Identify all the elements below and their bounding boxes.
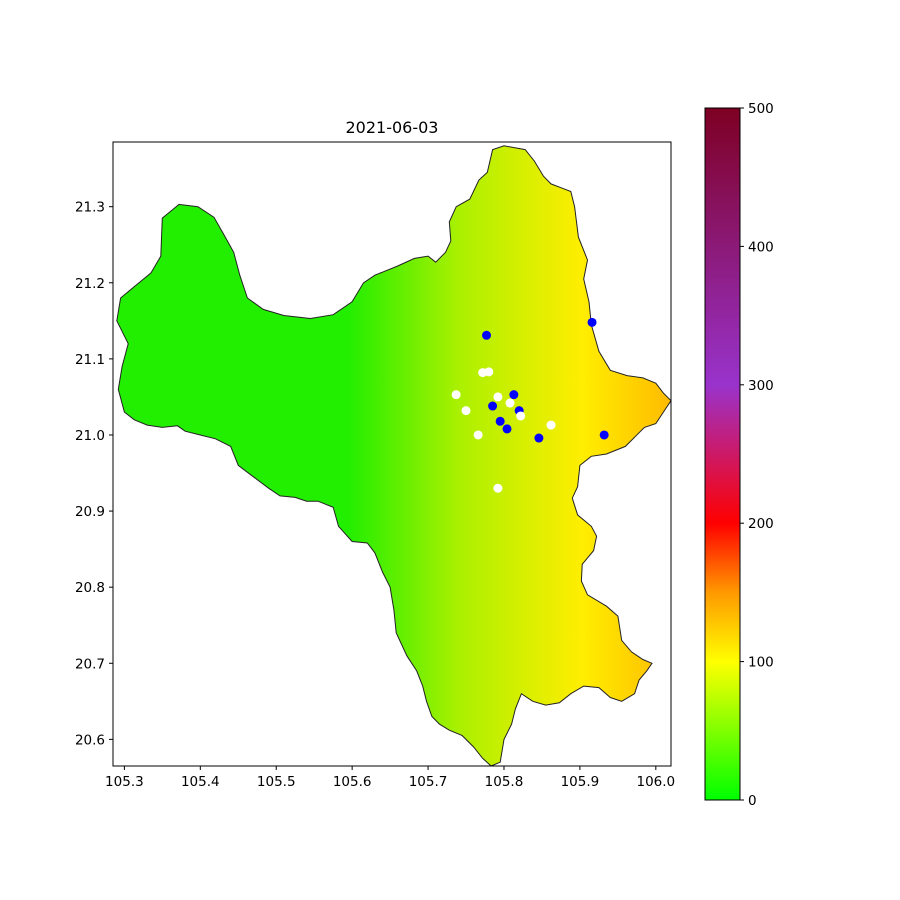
x-tick-label: 105.4	[181, 774, 220, 790]
y-tick-label: 20.9	[75, 504, 105, 520]
blue-station-point-5	[495, 416, 505, 426]
white-station-point-10	[484, 367, 494, 377]
colorbar-tick-label: 400	[748, 239, 774, 255]
blue-station-point-0	[482, 330, 492, 340]
x-axis: 105.3 105.4 105.5 105.6 105.7 105.8 105.9 106.0	[105, 766, 675, 790]
white-station-point-13	[493, 392, 503, 402]
x-tick-label: 105.8	[485, 774, 524, 790]
region-heatmap	[116, 145, 672, 767]
map-title: 2021-06-03	[346, 118, 439, 137]
blue-station-point-8	[599, 430, 609, 440]
y-tick-label: 21.1	[75, 352, 105, 368]
blue-station-point-7	[534, 433, 544, 443]
y-tick-label: 20.6	[75, 732, 105, 748]
white-station-point-14	[505, 398, 515, 408]
x-tick-label: 105.7	[409, 774, 448, 790]
blue-station-point-6	[502, 424, 512, 434]
colorbar: 0 100 200 300 400 500	[704, 101, 774, 809]
colorbar-tick-label: 200	[748, 516, 774, 532]
blue-station-point-3	[488, 401, 498, 411]
white-station-point-17	[546, 420, 556, 430]
x-tick-label: 105.5	[257, 774, 296, 790]
x-tick-label: 105.3	[105, 774, 144, 790]
colorbar-tick-label: 300	[748, 378, 774, 394]
y-tick-label: 21.2	[75, 276, 105, 292]
station-points	[451, 317, 609, 493]
white-station-point-12	[461, 406, 471, 416]
x-tick-label: 106.0	[636, 774, 675, 790]
y-tick-label: 21.0	[75, 428, 105, 444]
blue-station-point-1	[587, 317, 597, 327]
y-axis: 20.6 20.7 20.8 20.9 21.0 21.1 21.2 21.3	[75, 200, 113, 748]
blue-station-point-2	[509, 390, 519, 400]
x-tick-label: 105.6	[333, 774, 372, 790]
colorbar-tick-label: 0	[748, 793, 757, 809]
y-tick-label: 20.7	[75, 656, 105, 672]
white-station-point-11	[451, 390, 461, 400]
colorbar-gradient	[704, 107, 741, 801]
region-boundary	[116, 145, 672, 767]
colorbar-tick-label: 500	[748, 101, 774, 117]
colorbar-ticks: 0 100 200 300 400 500	[740, 101, 774, 809]
white-station-point-16	[473, 430, 483, 440]
y-tick-label: 21.3	[75, 200, 105, 216]
plot-area	[112, 141, 672, 767]
colorbar-tick-label: 100	[748, 655, 774, 671]
plot-frame	[112, 141, 672, 767]
white-station-point-18	[493, 483, 503, 493]
white-station-point-15	[516, 411, 526, 421]
x-tick-label: 105.9	[561, 774, 600, 790]
y-tick-label: 20.8	[75, 580, 105, 596]
